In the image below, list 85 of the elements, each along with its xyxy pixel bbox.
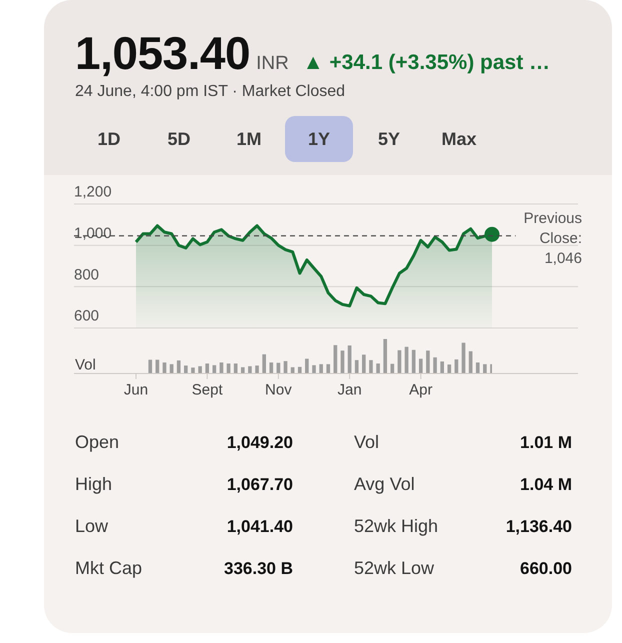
bar	[290, 367, 294, 373]
bar	[354, 360, 359, 373]
y-tick-label: 1,000	[74, 224, 112, 242]
bar	[191, 368, 195, 373]
bar	[226, 363, 230, 373]
x-tick-label: Jun	[124, 382, 148, 399]
bar	[447, 364, 452, 373]
bar	[412, 350, 416, 373]
bar	[198, 366, 202, 373]
text: Low	[75, 516, 108, 537]
category-label: 5Y	[378, 128, 400, 150]
bar	[240, 367, 245, 373]
text: Open	[75, 432, 120, 453]
bar	[305, 358, 309, 373]
category-label: 1M	[236, 128, 262, 150]
bar	[418, 358, 423, 373]
text: 1,067.70	[226, 475, 293, 495]
category-label: 1D	[97, 128, 120, 150]
bar	[468, 351, 472, 373]
y-tick-label: 1,200	[74, 184, 112, 201]
text: 1.04 M	[520, 475, 572, 495]
bar	[398, 350, 402, 373]
bar	[404, 346, 408, 373]
bar	[176, 360, 181, 373]
bar	[462, 342, 466, 373]
bar	[334, 345, 338, 373]
text: 336.30 B	[224, 559, 293, 579]
x-tick-label: Jan	[338, 382, 362, 399]
bar	[376, 363, 380, 373]
bar	[220, 362, 224, 373]
text: Mkt Cap	[75, 558, 142, 579]
bar	[205, 363, 210, 373]
y-tick-label: 800	[74, 266, 100, 284]
text: 1,136.40	[506, 517, 572, 537]
text: 24 June, 4:00 pm IST · Market Closed	[75, 83, 346, 101]
bar	[319, 364, 323, 373]
ref-line-label: Previous Close: 1,046	[524, 210, 582, 267]
text: 1,041.40	[226, 517, 293, 537]
text: ▲ +34.1 (+3.35%) past …	[302, 51, 550, 75]
text: 1,049.20	[226, 433, 293, 453]
bar	[383, 339, 388, 373]
bar	[348, 345, 352, 373]
bar	[476, 362, 480, 373]
bar	[454, 359, 458, 373]
bar	[184, 366, 188, 373]
y-axis-title: Vol	[75, 356, 96, 374]
bar	[312, 365, 316, 373]
bar	[298, 366, 302, 373]
bar	[276, 362, 280, 373]
bar	[362, 354, 366, 373]
bar	[340, 350, 344, 373]
bar	[156, 360, 160, 373]
bar	[255, 366, 259, 373]
x-tick-label: Nov	[265, 382, 292, 399]
text: 52wk High	[354, 516, 438, 537]
x-tick-label: Apr	[409, 382, 432, 399]
bar	[440, 361, 444, 373]
bar	[284, 361, 288, 373]
bar	[369, 360, 373, 373]
bar	[483, 364, 487, 373]
bar	[162, 362, 166, 373]
bar	[212, 365, 216, 373]
bar	[262, 354, 266, 373]
text: 660.00	[520, 559, 572, 579]
bar	[170, 364, 174, 373]
text: Vol	[354, 432, 380, 453]
y-tick-label: 600	[74, 308, 100, 325]
category-label: 5D	[167, 128, 190, 150]
bar	[326, 364, 330, 373]
category-label: Max	[441, 128, 476, 150]
category-label: 1Y	[308, 128, 330, 150]
bar	[390, 364, 394, 373]
bar	[433, 357, 437, 373]
bar	[148, 360, 152, 373]
text: 1.01 M	[520, 433, 572, 453]
text: 52wk Low	[354, 558, 434, 579]
bar	[248, 366, 252, 373]
text: Avg Vol	[354, 474, 415, 495]
text: INR	[256, 53, 289, 75]
bar	[426, 350, 430, 373]
bar	[269, 362, 274, 373]
x-tick-label: Sept	[192, 382, 224, 399]
bar	[234, 363, 238, 373]
text: 1,053.40	[75, 26, 250, 80]
text: High	[75, 474, 112, 495]
